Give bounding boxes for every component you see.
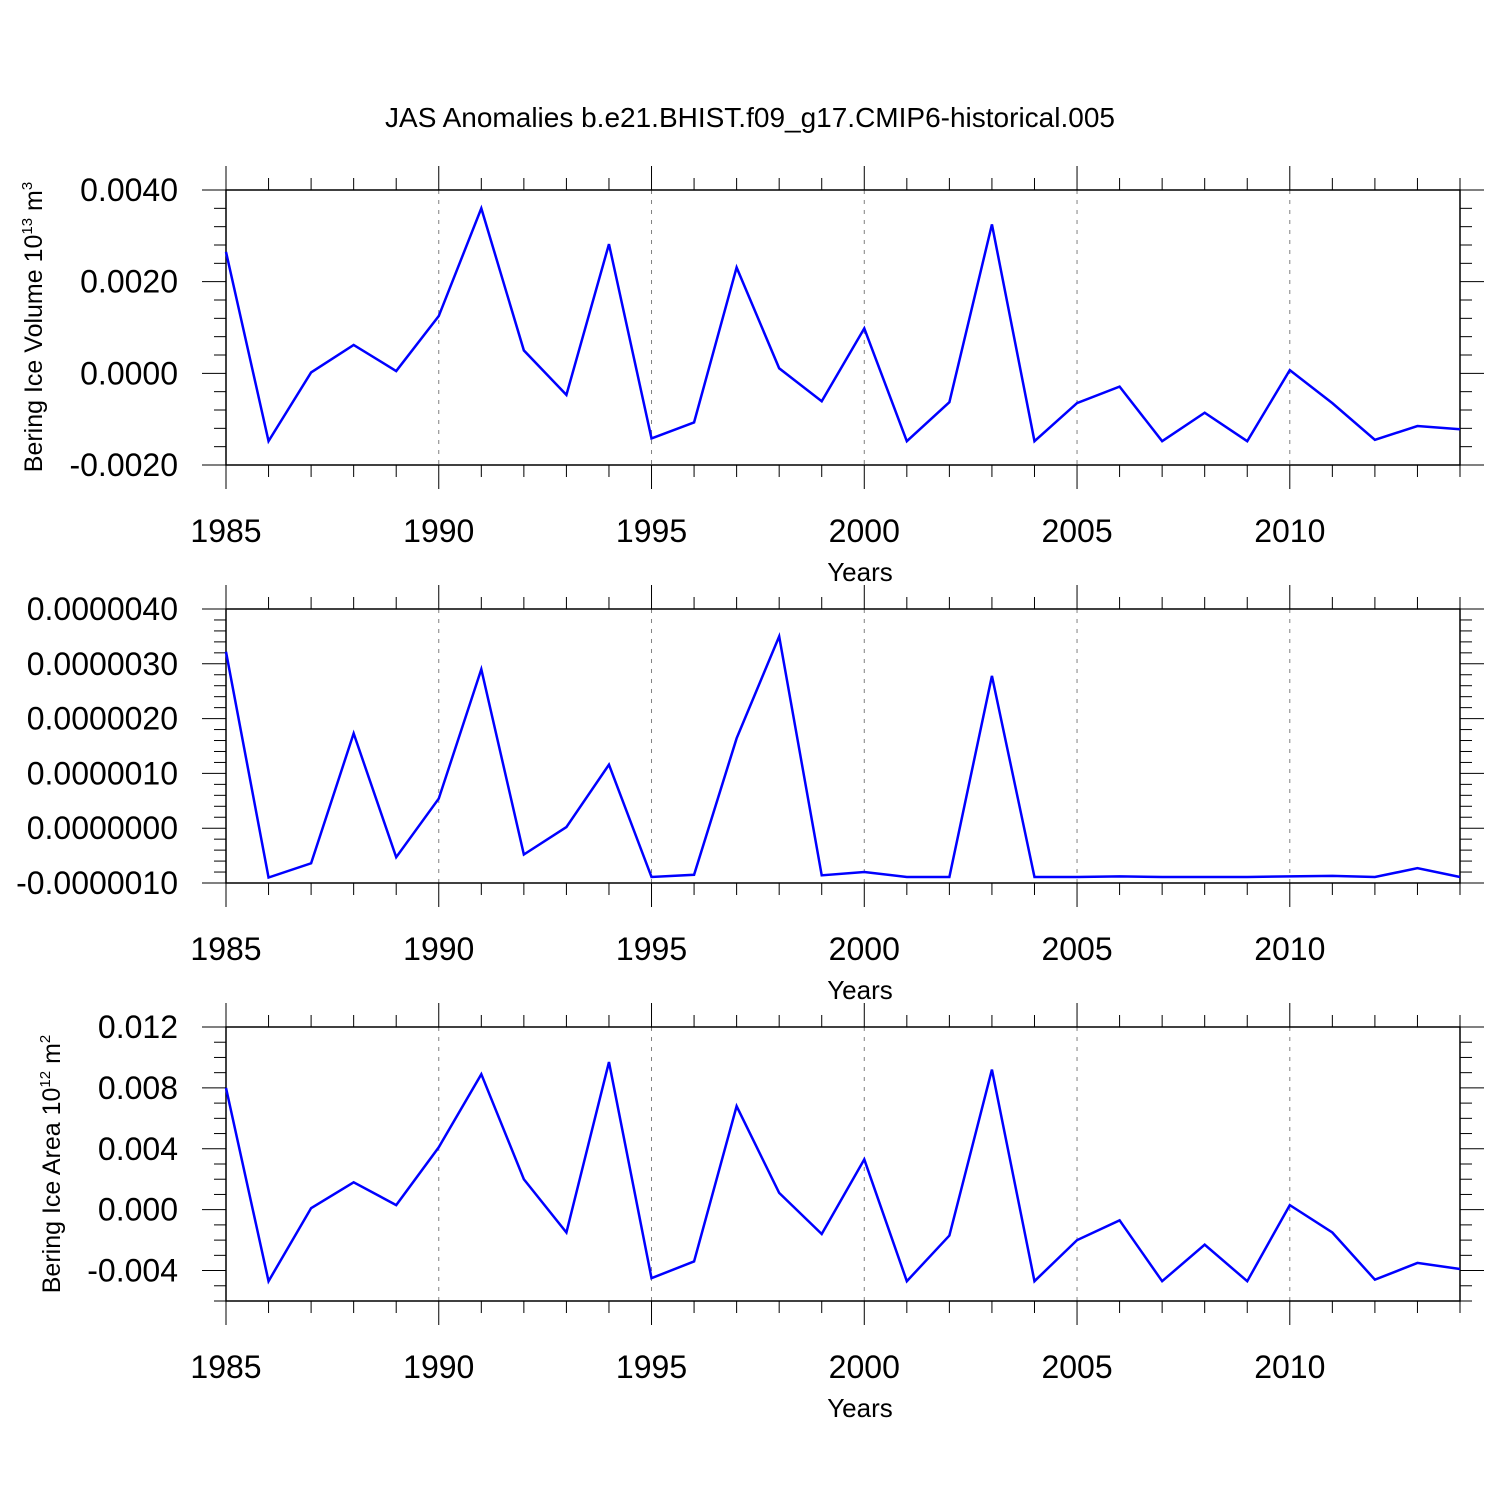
y-tick-label: 0.012 [98, 1009, 178, 1045]
x-tick-label: 2010 [1254, 1349, 1325, 1385]
y-axis-title: Bering Ice Volume 1013 m3 [19, 182, 48, 472]
chart-panel-2: 1985 1990 1995 2000 2005 2010 Years -0.0000010 0… [16, 585, 1484, 1005]
x-tick-label: 1985 [190, 1349, 261, 1385]
plot-frame [225, 1026, 1461, 1302]
x-tick-label: 2000 [829, 931, 900, 967]
x-tick-label: 1990 [403, 931, 474, 967]
y-tick-label: 0.0000010 [27, 755, 178, 791]
x-tick-label: 2000 [829, 513, 900, 549]
x-tick-label: 1990 [403, 513, 474, 549]
x-tick-label: 1985 [190, 931, 261, 967]
y-tick-label: 0.008 [98, 1070, 178, 1106]
y-tick-label: 0.0040 [80, 172, 178, 208]
chart-panel-1: 1985 1990 1995 2000 2005 2010 Years -0.0020 0.00… [19, 166, 1484, 587]
y-tick-label: 0.0020 [80, 264, 178, 300]
series-line [224, 631, 1461, 880]
y-tick-label: 0.004 [98, 1131, 178, 1167]
x-tick-label: 2010 [1254, 513, 1325, 549]
y-tick-label: 0.0000 [80, 355, 178, 391]
y-tick-label: -0.0020 [69, 447, 178, 483]
y-axis-title: Bering Ice Area 1012 m2 [37, 1035, 66, 1294]
x-tick-label: 1995 [616, 1349, 687, 1385]
x-tick-label: 1985 [190, 513, 261, 549]
y-tick-label: 0.0000030 [27, 646, 178, 682]
chart-panel-3: 1985 1990 1995 2000 2005 2010 Years -0.004 0.000… [37, 1003, 1484, 1423]
x-tick-label: 1995 [616, 513, 687, 549]
x-tick-label: 1995 [616, 931, 687, 967]
x-tick-label: 1990 [403, 1349, 474, 1385]
x-axis-title: Years [827, 975, 893, 1005]
plot-frame [225, 608, 1461, 884]
x-tick-label: 2005 [1041, 513, 1112, 549]
x-tick-label: 2005 [1041, 1349, 1112, 1385]
x-axis-title: Years [827, 557, 893, 587]
y-tick-label: 0.0000020 [27, 701, 178, 737]
y-tick-label: 0.0000040 [27, 591, 178, 627]
y-tick-label: -0.004 [87, 1253, 178, 1289]
panels: 1985 1990 1995 2000 2005 2010 Years -0.0020 0.00… [16, 166, 1484, 1423]
x-tick-label: 2010 [1254, 931, 1325, 967]
y-tick-label: 0.000 [98, 1192, 178, 1228]
series-line [224, 1061, 1461, 1285]
figure-title: JAS Anomalies b.e21.BHIST.f09_g17.CMIP6-… [385, 102, 1115, 133]
x-tick-label: 2005 [1041, 931, 1112, 967]
y-tick-label: 0.0000000 [27, 810, 178, 846]
y-tick-label: -0.0000010 [16, 865, 178, 901]
plot-frame [225, 189, 1461, 466]
series-line [224, 204, 1461, 445]
x-axis-title: Years [827, 1393, 893, 1423]
x-tick-label: 2000 [829, 1349, 900, 1385]
